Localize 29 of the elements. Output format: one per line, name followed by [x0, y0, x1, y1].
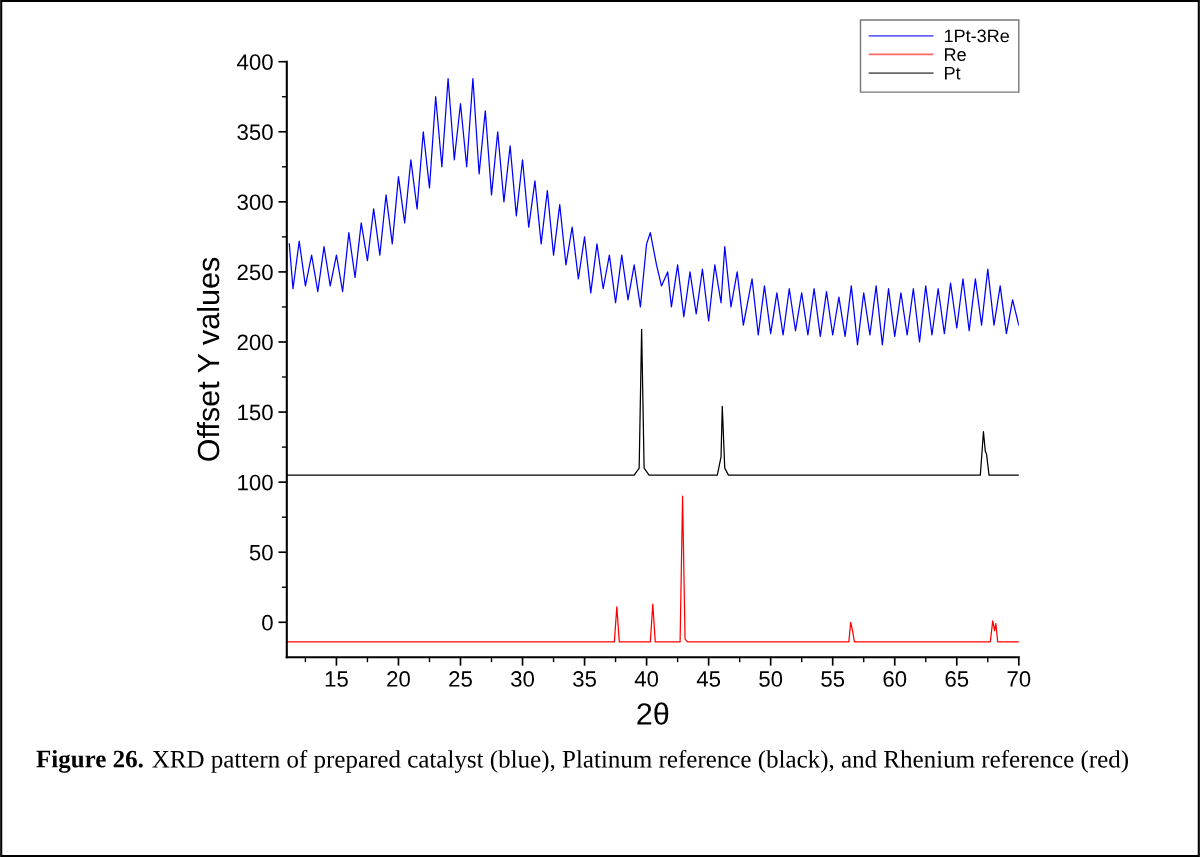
y-tick-label: 250: [237, 264, 273, 281]
x-tick-label: 25: [449, 671, 472, 687]
y-tick-label: 150: [238, 404, 273, 421]
y-tick-label: 400: [237, 54, 273, 70]
y-tick-label: 300: [237, 194, 273, 211]
x-tick-label: 60: [883, 671, 907, 687]
y-tick-label: 100: [238, 474, 273, 491]
y-tick-label: 50: [249, 544, 273, 561]
y-tick-label: 350: [237, 124, 273, 141]
y-tick-label: 200: [237, 334, 273, 351]
x-tick-label: 40: [634, 671, 659, 687]
x-tick-label: 30: [511, 671, 535, 687]
x-tick-label: 45: [696, 671, 721, 687]
x-axis-title: 2θ: [637, 702, 669, 725]
x-tick-label: 15: [325, 671, 348, 687]
text: XRD pattern of prepared catalyst (blue), Platinum reference (black), and Rhenium reference (red): [152, 749, 1128, 773]
legend-label: Pt: [945, 66, 961, 80]
x-tick-label: 70: [1007, 671, 1031, 687]
x-tick-label: 50: [759, 671, 783, 687]
x-tick-label: 65: [945, 671, 969, 687]
legend-label: Re: [945, 48, 966, 61]
y-axis-title: Offset Y values: [196, 257, 220, 461]
x-tick-label: 35: [573, 671, 596, 687]
x-tick-label: 20: [387, 671, 410, 687]
line-series: [286, 495, 1019, 643]
x-tick-label: 55: [821, 671, 845, 687]
y-tick-label: 0: [262, 614, 273, 631]
caption: Figure 26.: [36, 749, 143, 773]
legend-label: 1Pt-3Re: [944, 29, 1009, 43]
